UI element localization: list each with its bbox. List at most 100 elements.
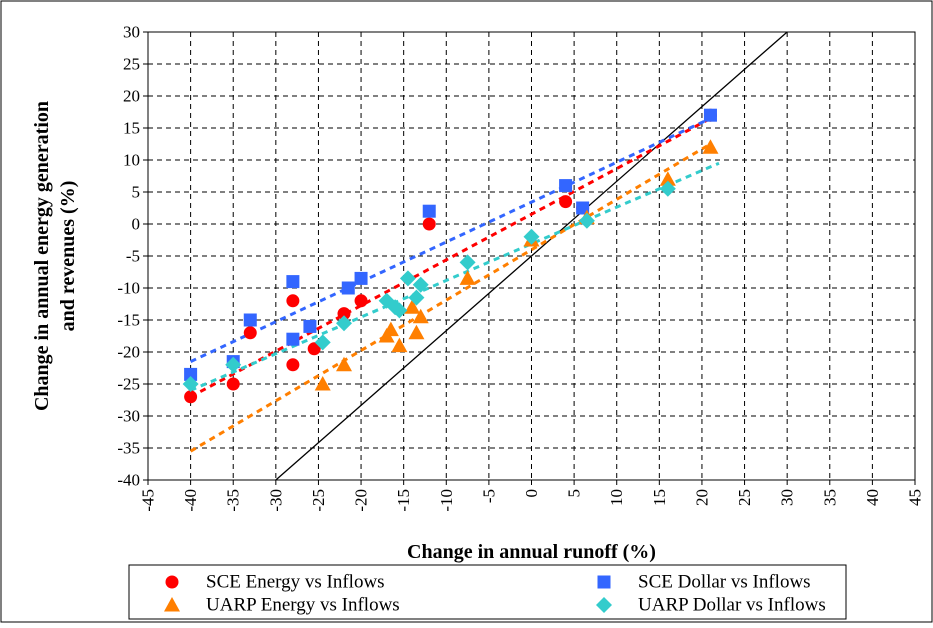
sce-dollar-vs-inflows-point [286,275,300,289]
sce-dollar-vs-inflows-point [341,281,355,295]
uarp-dollar-vs-inflows-point [408,289,425,306]
x-tick-label: 5 [565,489,584,498]
x-tick-label: -5 [479,489,498,503]
y-tick-label: -40 [117,471,140,490]
uarp-energy-vs-inflows-point [702,139,719,154]
y-tick-label: -10 [117,279,140,298]
legend-marker-sce-dollar-vs-inflows [597,575,611,589]
uarp-dollar-vs-inflows-point [336,315,353,332]
sce-energy-vs-inflows-point [184,390,198,404]
x-tick-label: 20 [692,489,711,506]
uarp-dollar-vs-inflows-point [523,228,540,245]
sce-dollar-vs-inflows-point [184,367,198,381]
x-tick-label: 10 [607,489,626,506]
sce-dollar-vs-inflows-point [303,319,317,333]
sce-dollar-vs-inflows-point [559,179,573,193]
uarp-dollar-vs-inflows-point [578,212,595,229]
y-tick-label: 20 [123,87,140,106]
uarp-dollar-vs-inflows-trendline [190,161,720,392]
y-tick-label: 15 [123,119,140,138]
reference-line-layer [275,31,788,481]
legend-marker-uarp-dollar-vs-inflows [596,597,612,613]
uarp-energy-vs-inflows-point [412,308,429,324]
grid [143,31,916,485]
sce-energy-vs-inflows-point [286,358,300,372]
y-tick-label: 25 [123,55,140,74]
uarp-energy-vs-inflows-point [404,299,421,314]
x-axis-title: Change in annual runoff (%) [407,541,656,563]
uarp-energy-vs-inflows-trendline [189,142,712,453]
uarp-dollar-vs-inflows-point [659,180,676,197]
sce-energy-vs-inflows-point [243,326,257,340]
uarp-dollar-vs-inflows-point [314,334,331,351]
uarp-energy-vs-inflows-point [314,376,331,391]
y-tick-label: -15 [117,311,140,330]
sce-dollar-vs-inflows-point [422,204,436,218]
y-tick-label: 30 [123,23,140,42]
legend-items: SCE Energy vs Inflows SCE Dollar vs Inflo… [164,572,826,616]
y-tick-label: 0 [132,215,141,234]
sce-energy-vs-inflows-point [422,217,436,231]
legend-label-uarp-dollar-vs-inflows: UARP Dollar vs Inflows [638,595,826,616]
uarp-dollar-vs-inflows-point [182,376,199,392]
sce-energy-vs-inflows-point [307,342,321,356]
points-layer [182,108,719,404]
legend-marker-sce-energy-vs-inflows [165,575,179,589]
sce-energy-vs-inflows-point [559,195,573,209]
x-tick-label: -40 [181,489,200,512]
sce-dollar-vs-inflows-point [286,332,300,346]
x-tick-label: 25 [735,489,754,506]
sce-energy-vs-inflows-point [226,377,240,391]
x-tick-label: -45 [139,489,158,512]
x-tick-label: -20 [352,489,371,512]
x-tick-label: -30 [266,489,285,512]
reference-line [275,31,788,481]
legend-marker-uarp-energy-vs-inflows [164,597,180,612]
x-tick-label: -35 [224,489,243,512]
y-tick-label: -25 [117,375,140,394]
uarp-energy-vs-inflows-point [659,171,676,186]
uarp-energy-vs-inflows-point [408,324,425,340]
plot-area [147,31,916,481]
uarp-dollar-vs-inflows-point [391,302,408,319]
uarp-dollar-vs-inflows-point [412,276,429,293]
sce-dollar-vs-inflows-point [243,313,257,327]
x-tick-label: 45 [906,489,925,506]
sce-dollar-vs-inflows-trendline [189,117,712,363]
legend-label-sce-dollar-vs-inflows: SCE Dollar vs Inflows [638,572,811,593]
x-tick-label: -15 [394,489,413,512]
x-tick-label: -10 [437,489,456,512]
x-tick-label: 30 [778,489,797,506]
y-tick-label: 5 [132,183,141,202]
uarp-energy-vs-inflows-point [382,321,399,337]
trendline-layer [189,117,720,453]
uarp-dollar-vs-inflows-point [225,356,242,373]
uarp-dollar-vs-inflows-point [399,270,416,287]
sce-dollar-vs-inflows-point [703,108,717,122]
y-tick-label: -20 [117,343,140,362]
sce-dollar-vs-inflows-point [576,201,590,215]
y-axis-title-line-1: Change in annual energy generation [31,101,53,411]
x-tick-label: 35 [820,489,839,506]
uarp-energy-vs-inflows-point [459,270,476,285]
y-tick-label: -30 [117,407,140,426]
uarp-energy-vs-inflows-point [336,356,353,372]
uarp-energy-vs-inflows-point [391,337,408,353]
y-tick-label: 10 [123,151,140,170]
sce-energy-vs-inflows-point [337,307,351,321]
x-tick-label: -25 [309,489,328,512]
legend-label-uarp-energy-vs-inflows: UARP Energy vs Inflows [206,595,400,616]
legend [128,564,847,620]
x-tick-label: 0 [522,489,541,498]
sce-dollar-vs-inflows-point [354,271,368,285]
y-axis-title-line-2: and revenues (%) [57,181,79,332]
sce-energy-vs-inflows-point [354,294,368,308]
legend-label-sce-energy-vs-inflows: SCE Energy vs Inflows [206,572,385,593]
y-tick-label: -35 [117,439,140,458]
uarp-dollar-vs-inflows-point [459,254,476,271]
x-tick-label: 15 [650,489,669,506]
x-tick-label: 40 [863,489,882,506]
